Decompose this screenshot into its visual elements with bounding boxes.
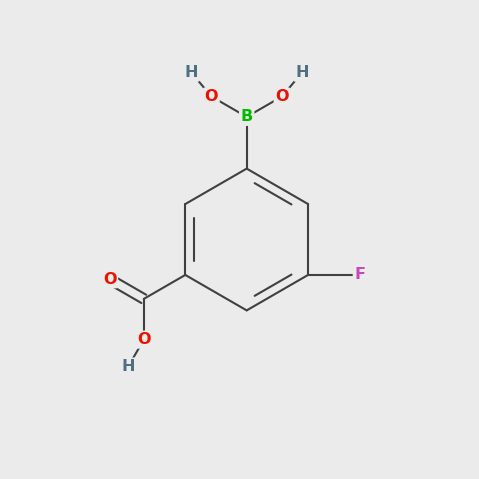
Text: H: H — [122, 359, 135, 374]
Text: H: H — [295, 65, 308, 80]
Text: O: O — [103, 272, 116, 287]
Text: O: O — [275, 89, 289, 104]
Text: F: F — [354, 267, 365, 283]
Text: H: H — [185, 65, 198, 80]
Text: O: O — [137, 332, 150, 347]
Text: B: B — [240, 109, 253, 125]
Text: O: O — [205, 89, 218, 104]
